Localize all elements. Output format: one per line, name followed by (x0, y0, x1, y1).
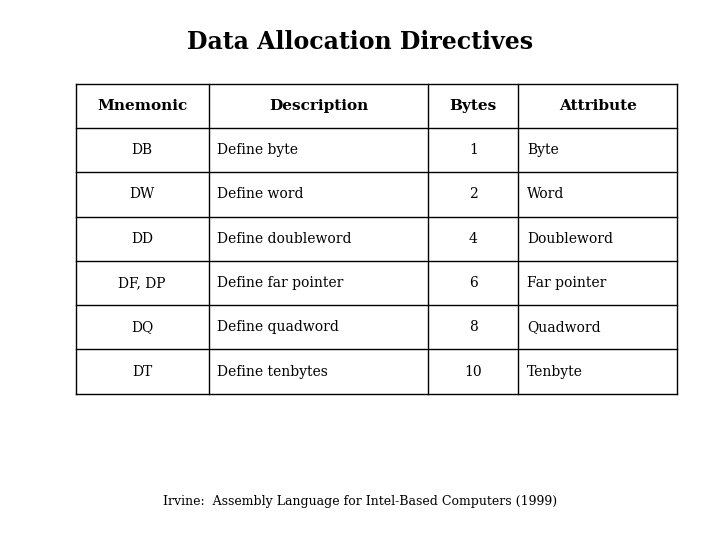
Text: Far pointer: Far pointer (527, 276, 606, 290)
Text: 1: 1 (469, 143, 478, 157)
Text: Define word: Define word (217, 187, 304, 201)
Text: Define quadword: Define quadword (217, 320, 339, 334)
Text: 4: 4 (469, 232, 478, 246)
Text: Quadword: Quadword (527, 320, 600, 334)
Text: DQ: DQ (131, 320, 153, 334)
Text: Byte: Byte (527, 143, 559, 157)
Text: DB: DB (132, 143, 153, 157)
Text: DW: DW (130, 187, 155, 201)
Text: Define far pointer: Define far pointer (217, 276, 344, 290)
Text: Define tenbytes: Define tenbytes (217, 364, 328, 379)
Text: Mnemonic: Mnemonic (97, 99, 187, 113)
Text: Doubleword: Doubleword (527, 232, 613, 246)
Text: Attribute: Attribute (559, 99, 636, 113)
Text: Define byte: Define byte (217, 143, 299, 157)
Text: Word: Word (527, 187, 564, 201)
Text: 2: 2 (469, 187, 478, 201)
Text: DF, DP: DF, DP (119, 276, 166, 290)
Text: DT: DT (132, 364, 153, 379)
Text: 6: 6 (469, 276, 478, 290)
Text: 10: 10 (464, 364, 482, 379)
Text: 8: 8 (469, 320, 478, 334)
Text: DD: DD (131, 232, 153, 246)
Text: Irvine:  Assembly Language for Intel-Based Computers (1999): Irvine: Assembly Language for Intel-Base… (163, 495, 557, 508)
Text: Define doubleword: Define doubleword (217, 232, 352, 246)
Text: Data Allocation Directives: Data Allocation Directives (187, 30, 533, 53)
Text: Tenbyte: Tenbyte (527, 364, 583, 379)
Text: Description: Description (269, 99, 368, 113)
Text: Bytes: Bytes (450, 99, 497, 113)
